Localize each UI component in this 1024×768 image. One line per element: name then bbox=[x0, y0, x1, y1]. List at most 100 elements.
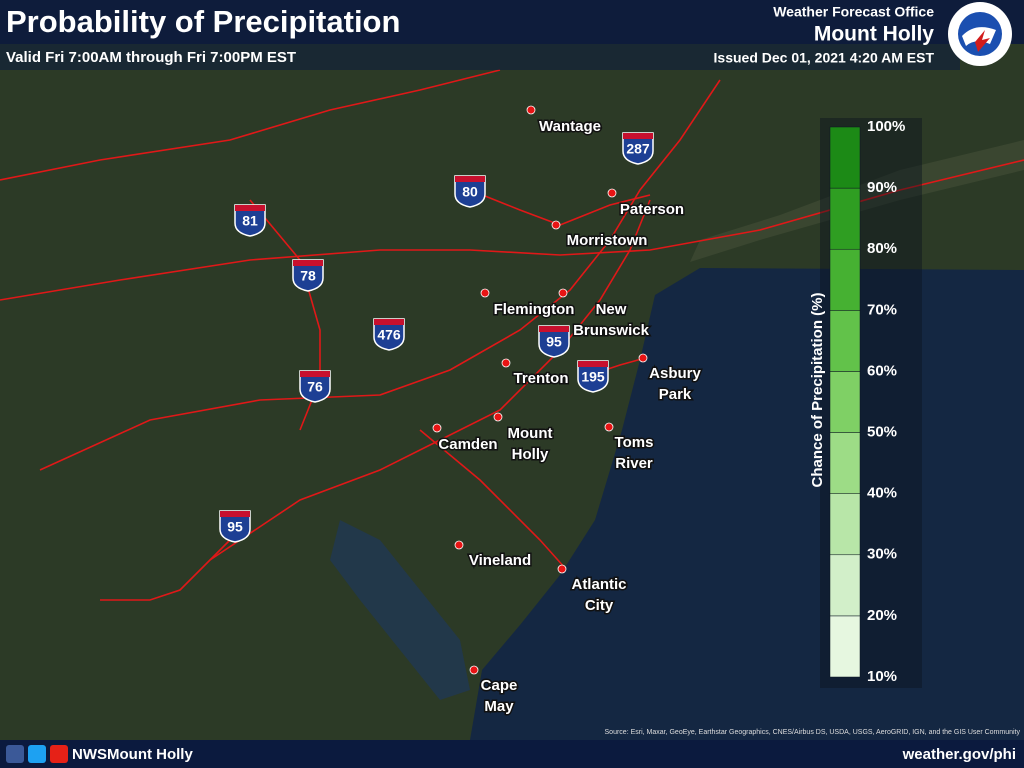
office-label: Weather Forecast Office bbox=[773, 4, 934, 20]
interstate-number: 95 bbox=[227, 519, 243, 535]
shield-shape bbox=[622, 132, 654, 165]
shield-shape bbox=[292, 259, 324, 292]
interstate-number: 76 bbox=[307, 379, 323, 395]
legend-band bbox=[829, 554, 861, 617]
city-dot bbox=[432, 423, 442, 433]
legend-label: 50% bbox=[867, 424, 897, 441]
city-dot bbox=[551, 220, 561, 230]
legend-band bbox=[829, 126, 861, 189]
shield-top bbox=[539, 326, 569, 332]
nws-logo bbox=[948, 2, 1012, 66]
delaware-bay bbox=[330, 520, 470, 700]
issued-time: Issued Dec 01, 2021 4:20 AM EST bbox=[714, 50, 935, 66]
shield-shape bbox=[454, 175, 486, 208]
legend-label: 80% bbox=[867, 240, 897, 257]
city-dot bbox=[501, 358, 511, 368]
shield-top bbox=[623, 133, 653, 139]
legend-band bbox=[829, 371, 861, 433]
city-label: Trenton bbox=[514, 370, 569, 387]
ocean bbox=[470, 268, 1024, 740]
office-name: Mount Holly bbox=[814, 23, 934, 46]
shield-shape bbox=[219, 510, 251, 543]
shield-shape bbox=[577, 360, 609, 393]
city-label: Atlantic bbox=[571, 576, 626, 593]
title: Probability of Precipitation bbox=[6, 4, 400, 39]
shield-shape bbox=[373, 318, 405, 351]
interstate-number: 81 bbox=[242, 213, 258, 229]
city-dot bbox=[480, 288, 490, 298]
website-link[interactable]: weather.gov/phi bbox=[902, 746, 1016, 763]
youtube-icon[interactable] bbox=[50, 745, 68, 763]
shield-top bbox=[293, 260, 323, 266]
city-label: Wantage bbox=[539, 118, 601, 135]
legend: 10% 20% 30% 40% 50% 60% 70% 80% 90% 100% bbox=[829, 118, 905, 685]
legend-label: 40% bbox=[867, 485, 897, 502]
city-dot bbox=[469, 665, 479, 675]
valid-time: Valid Fri 7:00AM through Fri 7:00PM EST bbox=[6, 49, 296, 66]
interstate-number: 80 bbox=[462, 184, 478, 200]
city-label: Brunswick bbox=[573, 322, 650, 339]
social-handle: NWSMount Holly bbox=[72, 746, 193, 763]
interstate-number: 195 bbox=[581, 369, 605, 385]
city-label: Mount bbox=[508, 425, 553, 442]
city-label: Asbury bbox=[649, 365, 701, 382]
city-label: Park bbox=[659, 386, 692, 403]
shield-shape bbox=[538, 325, 570, 358]
city-label: City bbox=[585, 597, 614, 614]
city-dot bbox=[604, 422, 614, 432]
city-dot bbox=[454, 540, 464, 550]
city-dot bbox=[638, 353, 648, 363]
legend-label: 30% bbox=[867, 546, 897, 563]
shield-top bbox=[455, 176, 485, 182]
city-dot bbox=[557, 564, 567, 574]
city-label: Morristown bbox=[567, 232, 648, 249]
shield-top bbox=[220, 511, 250, 517]
city-label: Cape bbox=[481, 677, 518, 694]
city-label: Paterson bbox=[620, 201, 684, 218]
shield-top bbox=[374, 319, 404, 325]
twitter-icon[interactable] bbox=[28, 745, 46, 763]
city-label: May bbox=[484, 698, 514, 715]
legend-label: 10% bbox=[867, 668, 897, 685]
shield-shape bbox=[234, 204, 266, 237]
city-dot bbox=[558, 288, 568, 298]
city-dot bbox=[607, 188, 617, 198]
legend-band bbox=[829, 615, 861, 678]
subheader-bar bbox=[0, 44, 960, 70]
city-label: Holly bbox=[512, 446, 549, 463]
footer-bar bbox=[0, 740, 1024, 768]
interstate-number: 287 bbox=[626, 141, 650, 157]
legend-band bbox=[829, 310, 861, 372]
shield-top bbox=[300, 371, 330, 377]
legend-label: 70% bbox=[867, 301, 897, 318]
header-bar bbox=[0, 0, 1024, 44]
legend-label: 90% bbox=[867, 179, 897, 196]
legend-band bbox=[829, 493, 861, 556]
interstate-number: 78 bbox=[300, 268, 316, 284]
city-label: Vineland bbox=[469, 552, 531, 569]
city-label: New bbox=[596, 301, 627, 318]
legend-band bbox=[829, 187, 861, 250]
city-dot bbox=[493, 412, 503, 422]
city-label: River bbox=[615, 455, 653, 472]
interstate-number: 95 bbox=[546, 334, 562, 350]
legend-label: 60% bbox=[867, 362, 897, 379]
facebook-icon[interactable] bbox=[6, 745, 24, 763]
shield-top bbox=[578, 361, 608, 367]
shield-top bbox=[235, 205, 265, 211]
interstate-shields: 287 80 81 78 476 95 195 76 95 bbox=[219, 132, 654, 543]
city-dot bbox=[526, 105, 536, 115]
legend-label: 100% bbox=[867, 118, 905, 135]
city-labels: Wantage Paterson Morristown Flemington New Br… bbox=[432, 105, 703, 716]
legend-band bbox=[829, 248, 861, 311]
legend-band bbox=[829, 432, 861, 494]
shield-shape bbox=[299, 370, 331, 403]
source-attribution: Source: Esri, Maxar, GeoEye, Earthstar G… bbox=[605, 729, 1021, 736]
legend-label: 20% bbox=[867, 607, 897, 624]
legend-title: Chance of Precipitation (%) bbox=[809, 292, 826, 487]
city-label: Camden bbox=[438, 436, 497, 453]
interstate-number: 476 bbox=[377, 327, 401, 343]
city-label: Flemington bbox=[494, 301, 575, 318]
city-label: Toms bbox=[615, 434, 654, 451]
